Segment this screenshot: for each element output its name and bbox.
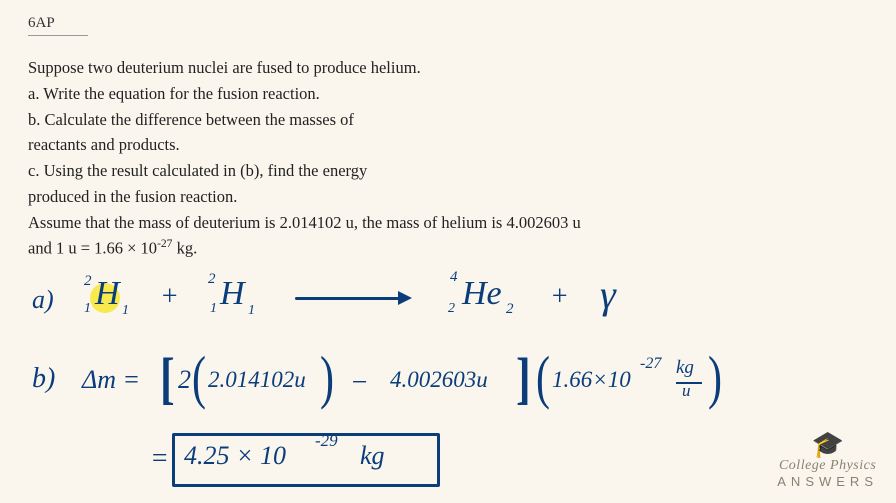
problem-statement: Suppose two deuterium nuclei are fused t… [0, 42, 896, 262]
problem-line: Suppose two deuterium nuclei are fused t… [28, 56, 868, 81]
reaction-arrow [295, 297, 400, 300]
brand-subtitle: ANSWERS [777, 474, 878, 489]
nuclide-sup: 2 [208, 271, 216, 288]
problem-line: a. Write the equation for the fusion rea… [28, 82, 868, 107]
coefficient: 2 [178, 365, 191, 395]
mass-deuterium: 2.014102u [208, 367, 306, 393]
close-paren-icon: ) [708, 345, 722, 412]
conversion-factor: 1.66×10 [552, 367, 631, 393]
problem-line: and 1 u = 1.66 × 10-27 kg. [28, 236, 868, 261]
nuclide-h: H [95, 275, 120, 313]
minus-sign: − [350, 367, 369, 399]
nuclide-h: H [220, 275, 245, 313]
delta-m: Δm = [82, 365, 140, 395]
part-b-label: b) [32, 363, 55, 395]
unit-kg: kg [676, 357, 694, 379]
gamma-symbol: γ [600, 271, 616, 318]
unit-u: u [682, 381, 691, 401]
mass-helium: 4.002603u [390, 367, 488, 393]
left-bracket-icon: [ [160, 345, 175, 411]
part-a-label: a) [32, 285, 54, 315]
graduation-cap-icon: 🎓 [777, 432, 878, 458]
nuclide-he: He [462, 275, 502, 313]
brand-logo: 🎓 College Physics ANSWERS [777, 432, 878, 489]
close-paren-icon: ) [320, 345, 334, 412]
right-bracket-icon: ] [516, 345, 531, 411]
problem-line: Assume that the mass of deuterium is 2.0… [28, 211, 868, 236]
nuclide-sub: 1 [210, 301, 217, 317]
open-paren-icon: ( [536, 345, 550, 412]
exponent: -27 [640, 355, 661, 373]
nuclide-sub: 1 [122, 303, 129, 319]
plus-sign: + [160, 281, 179, 313]
equals-sign: = [150, 443, 169, 475]
nuclide-sub: 2 [448, 301, 455, 317]
problem-line: produced in the fusion reaction. [28, 185, 868, 210]
problem-line: c. Using the result calculated in (b), f… [28, 159, 868, 184]
nuclide-sub: 2 [506, 301, 514, 318]
problem-line: b. Calculate the difference between the … [28, 108, 868, 133]
problem-line: reactants and products. [28, 133, 868, 158]
plus-sign: + [550, 281, 569, 313]
nuclide-sup: 4 [450, 269, 458, 286]
nuclide-sub: 1 [248, 303, 255, 319]
open-paren-icon: ( [192, 345, 206, 412]
solution-area: a) 2 H 1 1 + 2 H 1 1 4 He 2 2 + γ b) Δm … [0, 275, 896, 503]
brand-name: College Physics [777, 458, 878, 474]
result-exponent: -29 [315, 431, 338, 451]
result-unit: kg [360, 441, 385, 471]
arrow-head-icon [398, 291, 412, 305]
nuclide-sup: 2 [84, 273, 92, 290]
nuclide-sub: 1 [84, 301, 91, 317]
problem-number: 6AP [28, 15, 88, 36]
result-value: 4.25 × 10 [184, 441, 286, 471]
